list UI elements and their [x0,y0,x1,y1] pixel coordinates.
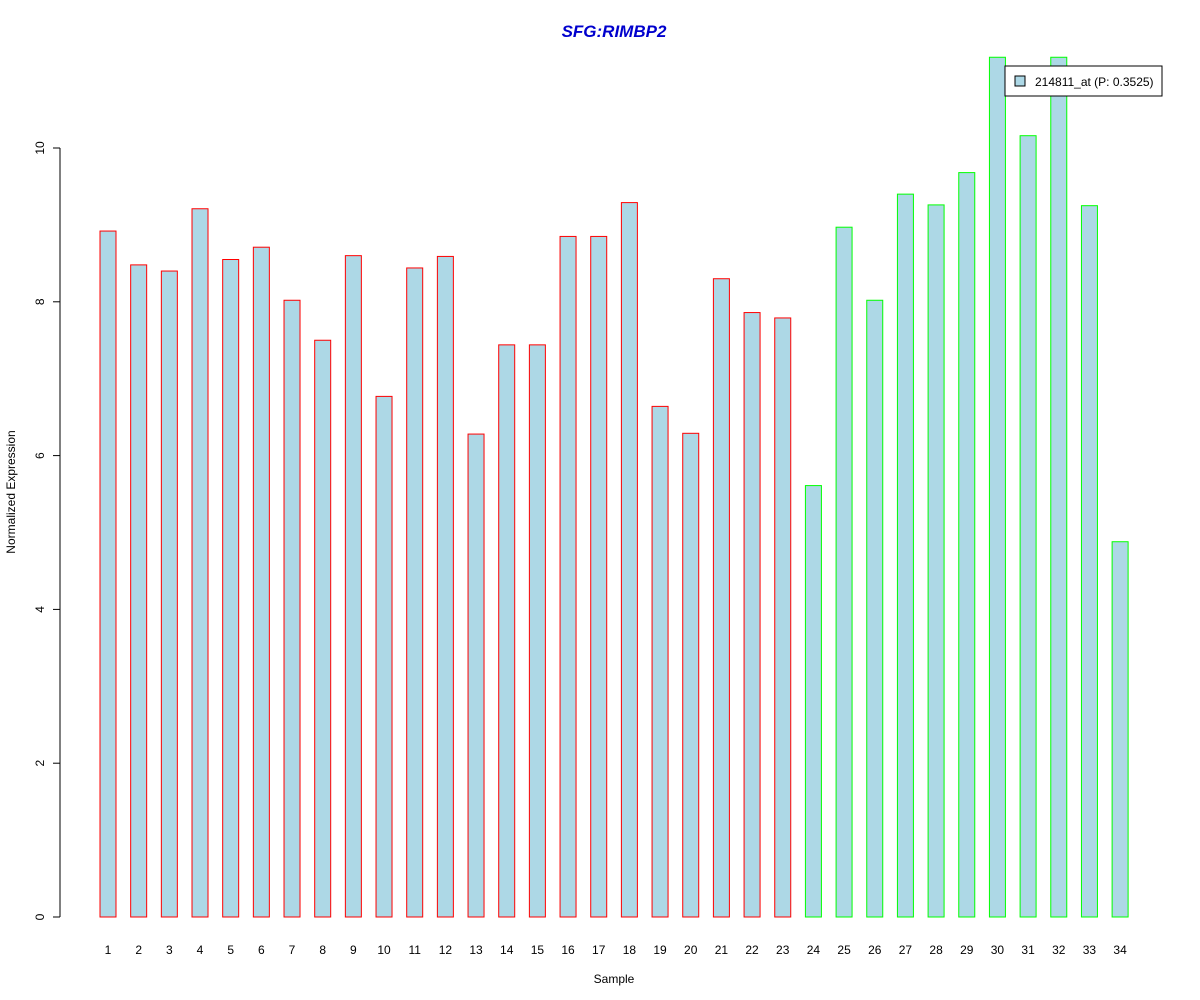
bar-sample-15 [528,344,546,918]
x-tick-label: 32 [1052,943,1066,957]
y-tick-label: 6 [33,452,47,459]
x-tick-label: 12 [439,943,453,957]
chart-title: SFG:RIMBP2 [562,22,667,41]
x-tick-label: 18 [623,943,637,957]
x-tick-label: 26 [868,943,882,957]
legend-swatch [1014,75,1026,87]
x-tick-label: 24 [807,943,821,957]
x-tick-label: 28 [929,943,943,957]
legend-label: 214811_at (P: 0.3525) [1035,75,1154,89]
bar-sample-1 [99,230,117,918]
y-axis: 0 2 4 6 8 10 [33,141,61,920]
y-tick-label: 4 [33,606,47,613]
bar-sample-25 [835,226,853,918]
bar-sample-22 [743,312,761,918]
bar-sample-24 [804,485,822,918]
bar-sample-18 [620,202,638,918]
x-tick-label: 31 [1021,943,1035,957]
x-tick-label: 2 [135,943,142,957]
bar-sample-32 [1050,56,1068,918]
x-tick-label: 21 [715,943,729,957]
x-tick-label: 23 [776,943,790,957]
bar-sample-5 [222,259,240,918]
bar-sample-11 [406,267,424,918]
x-tick-label: 27 [899,943,913,957]
x-tick-label: 34 [1113,943,1127,957]
bar-sample-3 [160,270,178,918]
x-tick-labels: 1 2 3 4 5 6 7 8 9 10 11 12 13 14 15 16 17 18 19 20 21 22 23 24 2… [105,943,1127,957]
bar-sample-34 [1111,541,1129,918]
bar-sample-16 [559,235,577,918]
bar-sample-33 [1080,205,1098,918]
bar-sample-10 [375,395,393,918]
y-tick-label: 8 [33,298,47,305]
x-tick-label: 15 [531,943,545,957]
bar-sample-28 [927,204,945,918]
bar-sample-8 [314,339,332,918]
bar-sample-19 [651,405,669,918]
bar-sample-13 [467,433,485,918]
x-tick-label: 29 [960,943,974,957]
x-tick-label: 33 [1083,943,1097,957]
bar-sample-9 [344,255,362,918]
x-tick-label: 9 [350,943,357,957]
x-tick-label: 20 [684,943,698,957]
x-tick-label: 22 [745,943,759,957]
bar-sample-30 [988,56,1006,918]
x-tick-label: 13 [469,943,483,957]
x-tick-label: 10 [377,943,391,957]
y-tick-label: 10 [33,141,47,155]
x-tick-label: 3 [166,943,173,957]
bar-sample-21 [712,278,730,918]
bar-sample-17 [590,235,608,918]
x-tick-label: 17 [592,943,606,957]
x-tick-label: 5 [227,943,234,957]
legend-box [1004,65,1163,97]
x-tick-label: 7 [289,943,296,957]
x-tick-label: 8 [319,943,326,957]
x-tick-label: 4 [197,943,204,957]
x-tick-label: 1 [105,943,112,957]
x-tick-label: 25 [837,943,851,957]
bar-sample-4 [191,208,209,918]
x-tick-label: 19 [653,943,667,957]
legend: 214811_at (P: 0.3525) [1004,65,1163,97]
bar-sample-2 [130,264,148,918]
bar-sample-7 [283,299,301,918]
y-axis-label: Normalized Expression [4,430,18,553]
bar-sample-14 [498,344,516,918]
bar-sample-20 [682,432,700,918]
bar-sample-23 [774,317,792,918]
bar-sample-26 [866,299,884,918]
x-tick-label: 14 [500,943,514,957]
y-tick-label: 2 [33,760,47,767]
x-axis-label: Sample [594,972,635,986]
y-tick-label: 0 [33,913,47,920]
bar-sample-12 [436,255,454,918]
x-tick-label: 11 [408,943,421,957]
bar-sample-29 [958,172,976,918]
bars-group [99,56,1129,918]
x-tick-label: 6 [258,943,265,957]
x-tick-label: 30 [991,943,1005,957]
x-tick-label: 16 [561,943,575,957]
bar-sample-27 [896,193,914,918]
bar-sample-6 [252,246,270,918]
bar-sample-31 [1019,135,1037,918]
